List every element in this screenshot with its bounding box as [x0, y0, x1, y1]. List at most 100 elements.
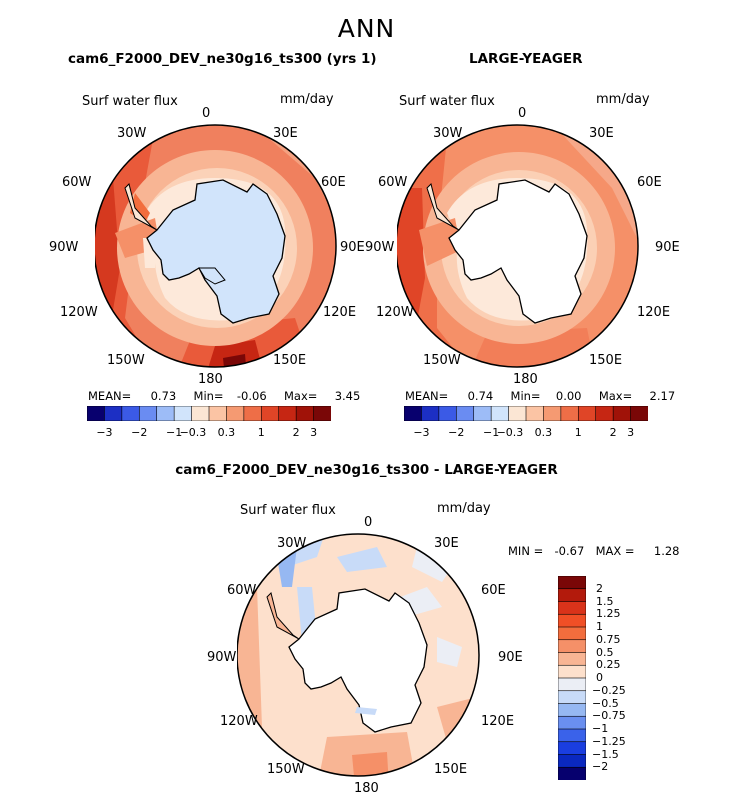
colorbar-tick-label: −2 [592, 760, 609, 774]
colorbar-tick-label: 0.75 [596, 632, 621, 646]
lon-180-label-obs: 180 [513, 372, 538, 387]
lon-30w-label-diff: 30W [277, 536, 307, 551]
colorbar-tick-label: −0.25 [592, 683, 626, 697]
colorbar-swatch [558, 652, 586, 666]
colorbar-swatch [558, 613, 586, 628]
colorbar-swatch [558, 639, 586, 654]
polar-map-diff [237, 533, 480, 777]
stats-diff: MIN = -0.67 MAX = 1.28 [508, 544, 680, 558]
colorbar-tick-label: 2 [609, 426, 617, 439]
colorbar-swatch [404, 406, 423, 421]
lon-90w-label-obs: 90W [365, 240, 395, 255]
max-value: 2.17 [649, 389, 676, 403]
colorbar-swatch [558, 601, 586, 615]
colorbar-tick-label: −1 [483, 426, 500, 439]
colorbar-swatch [525, 406, 545, 421]
lon-30e-label-model: 30E [273, 126, 298, 141]
colorbar-swatch [558, 703, 586, 717]
polar-map-obs [397, 124, 639, 368]
colorbar-tick-label: 3 [310, 426, 318, 439]
lon-60w-label-obs: 60W [378, 175, 408, 190]
max-value: 1.28 [653, 544, 680, 558]
colorbar-tick-label: 0.3 [534, 426, 553, 439]
variable-label-model: Surf water flux [82, 94, 178, 109]
colorbar-swatch [455, 406, 475, 421]
colorbar-swatch [595, 406, 614, 421]
figure-title: ANN [337, 14, 396, 43]
lon-180-label-diff: 180 [354, 781, 379, 796]
colorbar-tick-label: 0.5 [596, 645, 614, 659]
lon-0-label-diff: 0 [364, 515, 373, 530]
colorbar-tick-label: 2 [596, 581, 603, 595]
colorbar-diff [558, 576, 586, 780]
lon-90e-label-model: 90E [340, 240, 365, 255]
mean-label: MEAN= [405, 389, 449, 403]
lon-30w-label-model: 30W [117, 126, 147, 141]
colorbar-tick-label: −0.5 [592, 696, 619, 710]
colorbar-swatch [558, 766, 586, 780]
mean-label: MEAN= [88, 389, 132, 403]
colorbar-tick-label: 1.5 [596, 594, 614, 608]
colorbar-swatch [243, 406, 262, 421]
colorbar-tick-label: 1 [257, 426, 265, 439]
max-label: Max= [283, 389, 318, 403]
colorbar-tick-label: −3 [413, 426, 430, 439]
panel-title-diff: cam6_F2000_DEV_ne30g16_ts300 - LARGE-YEA… [175, 462, 558, 478]
lon-60e-label-diff: 60E [481, 583, 506, 598]
colorbar-swatch [558, 715, 586, 730]
colorbar-swatch [558, 741, 586, 756]
colorbar-model [87, 406, 331, 421]
colorbar-tick-label: −1.25 [592, 734, 626, 748]
mean-value: 0.74 [467, 389, 494, 403]
lon-30e-label-obs: 30E [589, 126, 614, 141]
lon-120w-label-diff: 120W [220, 714, 258, 729]
lon-150e-label-model: 150E [273, 353, 307, 368]
colorbar-swatch [138, 406, 158, 421]
colorbar-swatch [421, 406, 440, 421]
lon-90e-label-obs: 90E [655, 240, 680, 255]
max-label: MAX = [595, 544, 635, 558]
colorbar-swatch [87, 406, 106, 421]
colorbar-tick-label: −1 [592, 722, 609, 735]
colorbar-tick-label: −0.3 [179, 426, 207, 439]
colorbar-tick-label: 1 [596, 620, 603, 633]
mean-value: 0.73 [150, 389, 177, 403]
lon-0-label-model: 0 [202, 106, 211, 121]
colorbar-swatch [208, 406, 228, 421]
max-label: Max= [598, 389, 633, 403]
colorbar-swatch [191, 406, 210, 421]
lon-150w-label-obs: 150W [423, 353, 461, 368]
colorbar-swatch [438, 406, 457, 421]
colorbar-tick-label: −2 [448, 426, 465, 439]
lon-180-label-model: 180 [198, 372, 223, 387]
stats-obs: MEAN= 0.74 Min= 0.00 Max= 2.17 [405, 389, 675, 403]
lon-120e-label-model: 120E [323, 305, 357, 320]
min-label: Min= [510, 389, 541, 403]
lon-60w-label-diff: 60W [227, 583, 257, 598]
colorbar-swatch [558, 588, 586, 603]
colorbar-tick-label: −0.75 [592, 709, 626, 723]
colorbar-swatch [313, 406, 331, 421]
colorbar-obs [404, 406, 648, 421]
lon-120e-label-diff: 120E [481, 714, 515, 729]
lon-150w-label-model: 150W [107, 353, 145, 368]
variable-label-obs: Surf water flux [399, 94, 495, 109]
colorbar-swatch [473, 406, 492, 421]
colorbar-tick-label: 1 [574, 426, 582, 439]
colorbar-ticks-diff: 2 1.5 1.25 1 0.75 0.5 0.25 0 −0.25 −0.5 −0.75 −1 −1.… [592, 576, 652, 780]
colorbar-swatch [173, 406, 193, 421]
lon-120e-label-obs: 120E [637, 305, 671, 320]
colorbar-tick-label: −2 [131, 426, 148, 439]
colorbar-swatch [558, 576, 586, 590]
colorbar-swatch [612, 406, 632, 421]
lon-0-label-obs: 0 [518, 106, 527, 121]
colorbar-swatch [156, 406, 175, 421]
colorbar-swatch [560, 406, 579, 421]
colorbar-tick-label: 0 [596, 671, 603, 684]
colorbar-swatch [558, 677, 586, 692]
colorbar-swatch [490, 406, 510, 421]
units-label-model: mm/day [280, 92, 334, 107]
lon-60w-label-model: 60W [62, 175, 92, 190]
units-label-diff: mm/day [437, 501, 491, 516]
stats-model: MEAN= 0.73 Min= -0.06 Max= 3.45 [88, 389, 360, 403]
